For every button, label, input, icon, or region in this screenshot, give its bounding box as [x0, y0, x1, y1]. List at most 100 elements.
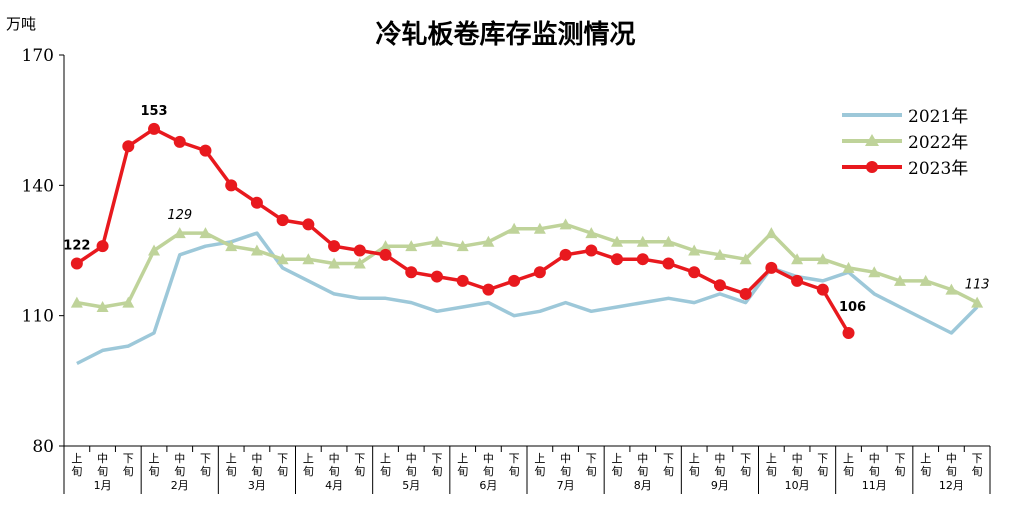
x-tick-label: 旬: [946, 465, 957, 478]
x-tick-label: 中: [251, 452, 262, 465]
data-point-2022: [122, 296, 135, 308]
x-tick-label: 旬: [843, 465, 854, 478]
data-point-2022: [893, 274, 906, 286]
x-tick-label: 中: [792, 452, 803, 465]
month-label: 7月: [557, 479, 575, 492]
data-point-2023: [611, 253, 624, 266]
x-tick-label: 旬: [303, 465, 314, 478]
x-tick-label: 旬: [689, 465, 700, 478]
data-point-2023: [148, 122, 161, 135]
x-tick-label: 下: [972, 452, 983, 465]
x-tick-label: 上: [534, 452, 545, 465]
x-tick-label: 旬: [663, 465, 674, 478]
data-point-2023: [225, 179, 238, 192]
data-point-2022: [559, 218, 572, 230]
data-point-2023: [70, 257, 83, 270]
legend-swatch-2022: [842, 134, 902, 146]
month-label: 11月: [862, 479, 887, 492]
data-point-2022: [533, 222, 546, 234]
y-tick-label: 110: [22, 307, 54, 327]
month-label: 9月: [711, 479, 729, 492]
data-point-2022: [508, 222, 521, 234]
x-tick-label: 中: [946, 452, 957, 465]
x-tick-label: 旬: [766, 465, 777, 478]
x-tick-label: 旬: [560, 465, 571, 478]
data-point-2023: [791, 274, 804, 287]
data-point-2022: [70, 296, 83, 308]
data-point-2022: [688, 244, 701, 256]
data-point-2023: [173, 135, 186, 148]
data-point-2022: [302, 253, 315, 265]
x-tick-label: 旬: [354, 465, 365, 478]
x-tick-label: 下: [200, 452, 211, 465]
y-tick-label: 140: [22, 176, 54, 196]
data-point-2022: [765, 227, 778, 239]
x-tick-label: 旬: [586, 465, 597, 478]
x-tick-label: 上: [689, 452, 700, 465]
data-point-2023: [276, 214, 289, 227]
x-tick-label: 旬: [226, 465, 237, 478]
x-tick-label: 下: [586, 452, 597, 465]
x-tick-label: 中: [174, 452, 185, 465]
month-label: 4月: [325, 479, 343, 492]
x-tick-label: 旬: [329, 465, 340, 478]
month-label: 5月: [402, 479, 420, 492]
month-label: 1月: [94, 479, 112, 492]
data-point-2022: [611, 235, 624, 247]
data-label: 129: [167, 208, 192, 223]
x-tick-label: 下: [663, 452, 674, 465]
series-line-2023年: [75, 127, 851, 334]
x-tick-label: 上: [71, 452, 82, 465]
data-point-2022: [919, 274, 932, 286]
x-tick-label: 下: [431, 452, 442, 465]
x-tick-label: 上: [766, 452, 777, 465]
x-tick-label: 中: [97, 452, 108, 465]
legend-item-2022: 2022年: [842, 128, 992, 154]
x-tick-label: 旬: [817, 465, 828, 478]
data-label: 113: [965, 278, 990, 293]
month-label: 8月: [634, 479, 652, 492]
data-point-2022: [842, 261, 855, 273]
x-tick-label: 旬: [714, 465, 725, 478]
data-point-2023: [456, 274, 469, 287]
x-tick-label: 旬: [792, 465, 803, 478]
data-point-2023: [636, 253, 649, 266]
data-point-2023: [96, 240, 109, 253]
data-point-2023: [816, 283, 829, 296]
x-tick-label: 下: [894, 452, 905, 465]
x-tick-label: 上: [843, 452, 854, 465]
data-point-2022: [328, 257, 341, 269]
legend-label-2022: 2022年: [908, 133, 969, 153]
x-tick-label: 旬: [277, 465, 288, 478]
x-tick-label: 上: [612, 452, 623, 465]
x-tick-label: 旬: [200, 465, 211, 478]
x-tick-label: 旬: [457, 465, 468, 478]
data-point-2023: [842, 327, 855, 340]
x-tick-label: 旬: [612, 465, 623, 478]
legend-swatch-2023: [842, 161, 902, 173]
x-tick-label: 上: [226, 452, 237, 465]
data-point-2023: [585, 244, 598, 257]
x-tick-label: 旬: [894, 465, 905, 478]
x-tick-label: 上: [149, 452, 160, 465]
month-label: 3月: [248, 479, 266, 492]
month-label: 6月: [479, 479, 497, 492]
data-point-2022: [430, 235, 443, 247]
data-point-2023: [739, 287, 752, 300]
series-line-2022年: [76, 222, 978, 309]
x-tick-label: 旬: [123, 465, 134, 478]
x-tick-label: 旬: [972, 465, 983, 478]
x-tick-label: 下: [277, 452, 288, 465]
x-tick-label: 旬: [406, 465, 417, 478]
legend-item-2021: 2021年: [842, 102, 992, 128]
x-tick-label: 旬: [869, 465, 880, 478]
data-point-2023: [559, 248, 572, 261]
data-point-2022: [585, 227, 598, 239]
chart-title: 冷轧板卷库存监测情况: [375, 20, 636, 50]
x-tick-label: 上: [303, 452, 314, 465]
data-point-2023: [302, 218, 315, 231]
data-point-2022: [662, 235, 675, 247]
x-tick-label: 上: [380, 452, 391, 465]
data-point-2022: [250, 244, 263, 256]
data-point-2023: [533, 266, 546, 279]
